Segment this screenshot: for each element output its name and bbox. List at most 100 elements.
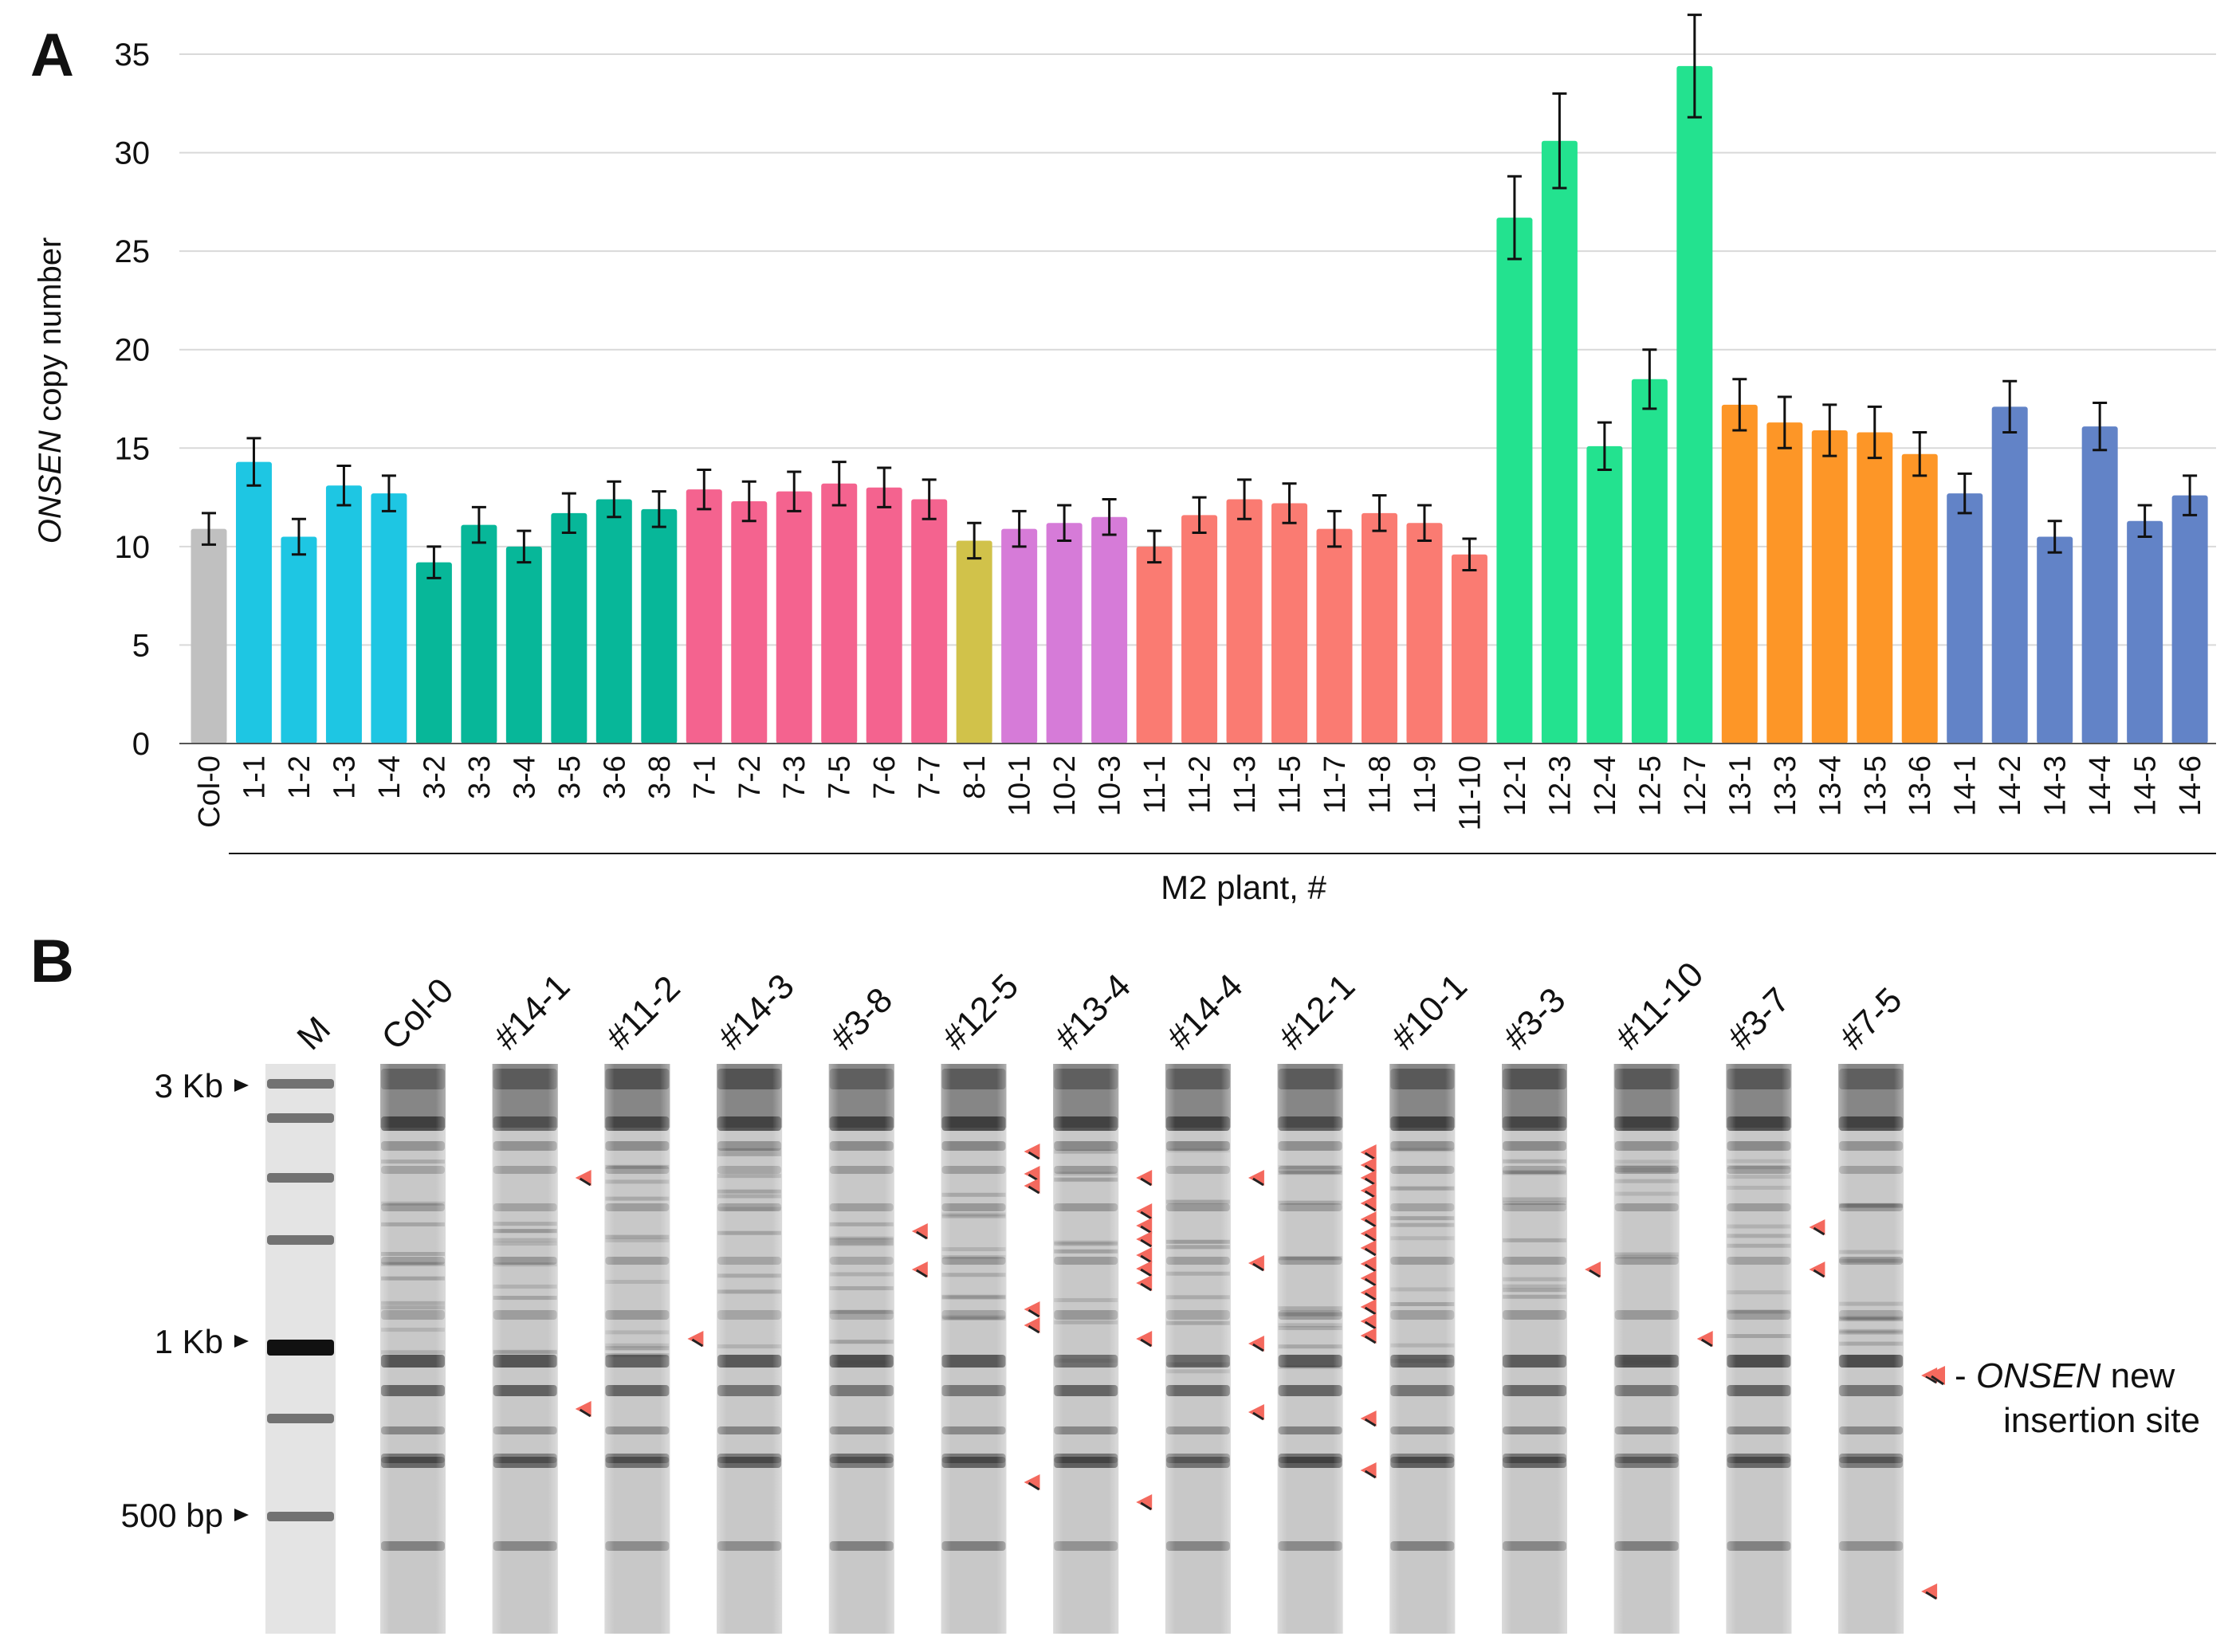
x-tick-label: 14-2 (1994, 755, 2027, 816)
marker-lane (265, 1064, 336, 1634)
gel-lane-label: #11-10 (1608, 955, 1711, 1058)
gel-lane-label: #3-3 (1495, 980, 1573, 1058)
x-tick-label: 12-7 (1679, 755, 1712, 816)
bar-3-5 (551, 512, 587, 744)
bar-1-1 (235, 461, 272, 744)
x-tick-label: 1-1 (238, 755, 271, 799)
bar-7-3 (776, 491, 812, 744)
x-axis-label: M2 plant, # (1161, 869, 1326, 906)
bar-12-7 (1676, 65, 1713, 744)
insertion-arrow-icon (575, 1401, 591, 1418)
bar-11-3 (1226, 499, 1263, 744)
y-tick-label: 0 (132, 727, 150, 762)
bar-11-9 (1406, 523, 1443, 744)
error-bar-3-6 (607, 480, 622, 519)
size-marker-label: 1 Kb (155, 1323, 223, 1360)
insertion-arrow-icon (1248, 1336, 1264, 1352)
insertion-arrow-icon (1360, 1183, 1377, 1199)
x-tick-label: 3-5 (553, 755, 587, 799)
x-tick-label: 11-10 (1453, 755, 1487, 830)
gel-lane-#14-4 (1165, 1064, 1231, 1634)
bar-11-5 (1271, 503, 1308, 744)
bar-14-2 (1991, 406, 2028, 744)
insertion-arrow-icon (1360, 1411, 1377, 1427)
y-axis-label: ONSEN copy number (33, 237, 68, 544)
bar-Col-0 (191, 528, 227, 744)
x-tick-label: 3-8 (643, 755, 677, 799)
x-tick-label: 14-5 (2129, 755, 2163, 816)
x-tick-label: 1-3 (328, 755, 361, 799)
gel-lane-#12-5 (941, 1064, 1007, 1634)
x-tick-label: 12-3 (1543, 755, 1577, 816)
gel-lane-labels: M Col-0 #14-1 #11-2 #14-3 #3-8 #12-5 #13-4 #14-4… (289, 955, 1909, 1058)
gel-lane-label: #12-5 (935, 967, 1026, 1058)
x-tick-label: 12-5 (1633, 755, 1667, 816)
error-bar-14-5 (2137, 504, 2152, 538)
error-bar-13-5 (1867, 405, 1882, 460)
error-bar-11-3 (1237, 478, 1252, 520)
x-tick-label: 12-4 (1589, 755, 1622, 816)
insertion-arrow-icon (1360, 1285, 1377, 1301)
error-bar-13-3 (1777, 395, 1792, 449)
error-bar-7-3 (787, 470, 802, 512)
gel-lane-#3-3 (1502, 1064, 1567, 1634)
insertion-arrow-icon (687, 1331, 704, 1348)
insertion-arrow-icon (1696, 1331, 1713, 1348)
bar-13-4 (1811, 430, 1848, 744)
x-axis-tick-labels: Col-0 1-1 1-2 1-3 1-4 3-2 3-3 3-4 3-5 3-6 3-8 7-1 7-… (193, 755, 2207, 830)
x-tick-label: 1-2 (283, 755, 316, 799)
x-tick-label: 14-4 (2084, 755, 2117, 816)
error-bar-14-1 (1957, 472, 1972, 515)
error-bar-11-1 (1147, 529, 1162, 564)
error-bar-10-2 (1057, 504, 1072, 542)
bar-3-6 (595, 499, 632, 744)
bar-3-3 (461, 524, 497, 744)
error-bar-7-6 (877, 466, 892, 508)
error-bar-11-5 (1282, 482, 1297, 524)
x-tick-label: 3-3 (463, 755, 497, 799)
bar-10-2 (1046, 523, 1083, 744)
gel-lane-label: #3-8 (823, 980, 900, 1058)
marker-band (267, 1414, 334, 1423)
marker-band (267, 1235, 334, 1245)
x-tick-label: 7-3 (778, 755, 811, 799)
marker-band (267, 1113, 334, 1123)
gel-lane-Col-0 (380, 1064, 446, 1634)
error-bar-3-2 (426, 545, 442, 579)
insertion-arrow-icon (1360, 1170, 1377, 1187)
insertion-arrow-icon (1024, 1317, 1040, 1334)
x-tick-label: 14-6 (2174, 755, 2207, 816)
error-bar-10-3 (1102, 498, 1117, 536)
y-tick-label: 30 (115, 136, 151, 171)
x-tick-label: 13-6 (1904, 755, 1937, 816)
x-tick-label: 11-8 (1363, 755, 1397, 814)
error-bar-8-1 (967, 521, 982, 560)
insertion-arrow-icon (1248, 1170, 1264, 1187)
insertion-arrow-icon (1136, 1247, 1153, 1264)
insertion-arrow-icon (1360, 1240, 1377, 1257)
error-bar-7-7 (922, 478, 937, 520)
panel-a-label: A (30, 22, 74, 89)
y-tick-label: 25 (115, 234, 151, 269)
y-tick-label: 10 (115, 530, 151, 565)
bar-7-6 (866, 487, 902, 744)
error-bar-10-1 (1012, 509, 1027, 548)
gel-lane-label-marker: M (289, 1010, 338, 1058)
insertion-arrow-icon (1136, 1261, 1153, 1277)
x-tick-label: 14-1 (1949, 755, 1983, 816)
gel-lane-#10-1 (1389, 1064, 1456, 1634)
x-tick-label: 13-1 (1723, 755, 1757, 816)
insertion-arrow-icon (1809, 1262, 1825, 1278)
x-tick-label: 11-9 (1409, 755, 1442, 814)
bar-chart: 0 5 10 15 20 25 30 35 Col-0 1-1 1-2 1-3 1-4 3-2 3-3 3-… (33, 14, 2216, 906)
error-bar-1-4 (381, 474, 396, 512)
legend-line-1: - ONSEN new (1955, 1356, 2175, 1395)
insertion-arrow-icon (1585, 1262, 1601, 1278)
bar-14-3 (2037, 536, 2073, 744)
bar-7-1 (686, 489, 722, 744)
bar-14-4 (2081, 426, 2118, 744)
insertion-arrow-icon (1360, 1313, 1377, 1330)
gel-lane-#11-10 (1613, 1064, 1680, 1634)
bar-1-4 (371, 493, 407, 744)
